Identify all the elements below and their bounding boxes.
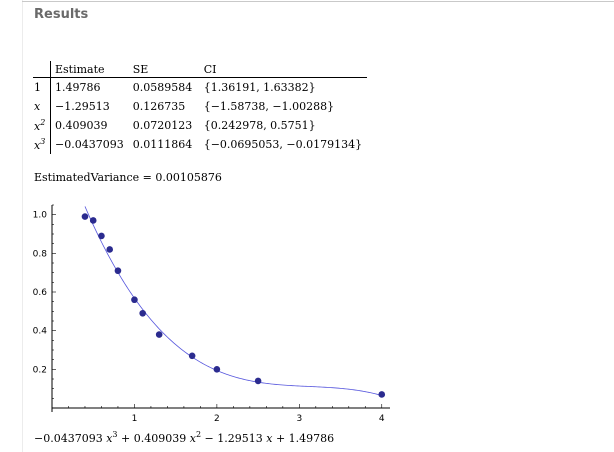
- data-point: [114, 267, 122, 275]
- data-point: [254, 377, 262, 385]
- ci-cell: {1.36191, 1.63382}: [203, 81, 316, 94]
- data-point: [98, 232, 105, 240]
- table-row: x2 0.409039 0.0720123 {0.242978, 0.5751}: [33, 116, 367, 135]
- formula-coef-3: −0.0437093: [34, 432, 103, 445]
- fit-plot: 1 2 3 4 0.2 0.4 0.6 0.8 1.0: [33, 204, 390, 424]
- data-point: [155, 331, 163, 338]
- x-tick-label: 4: [379, 414, 385, 424]
- se-cell: 0.126735: [132, 100, 186, 113]
- results-heading: Results: [34, 7, 89, 22]
- row-label-exponent: 2: [40, 118, 46, 127]
- se-cell: 0.0589584: [132, 81, 193, 94]
- formula-power: 3: [112, 430, 118, 439]
- formula-power: 2: [195, 430, 202, 439]
- formula-var: x: [106, 432, 113, 445]
- y-tick-label: 1.0: [33, 211, 48, 221]
- fitted-formula: −0.0437093 x3 + 0.409039 x2 − 1.29513 x …: [34, 430, 334, 445]
- data-point: [378, 391, 386, 398]
- data-point: [81, 213, 89, 220]
- row-label: x: [33, 97, 51, 116]
- row-label-variable: x: [34, 120, 41, 133]
- row-label-exponent: 3: [40, 137, 46, 146]
- section-divider: [22, 1, 614, 2]
- x-tick-label: 2: [214, 414, 220, 424]
- column-header-se: SE: [128, 61, 200, 78]
- estimate-cell: −1.29513: [55, 100, 110, 113]
- x-tick-label: 1: [132, 414, 138, 424]
- row-label: 1: [33, 77, 51, 97]
- estimate-cell: 1.49786: [55, 81, 101, 94]
- estimate-cell: 0.409039: [55, 119, 108, 132]
- data-point: [89, 217, 97, 224]
- table-row: x3 −0.0437093 0.0111864 {−0.0695053, −0.…: [33, 135, 367, 154]
- formula-var: x: [266, 432, 273, 445]
- column-header-ci: CI: [199, 61, 368, 78]
- formula-coef-0: + 1.49786: [275, 432, 335, 445]
- estimated-variance: EstimatedVariance = 0.00105876: [34, 171, 222, 184]
- header-corner: [33, 61, 51, 78]
- ci-cell: {−0.0695053, −0.0179134}: [203, 138, 363, 151]
- formula-coef-1: − 1.29513: [204, 432, 263, 445]
- data-point: [106, 246, 114, 253]
- y-tick-label: 0.4: [33, 327, 48, 337]
- table-header-row: Estimate SE CI: [33, 61, 368, 78]
- y-tick-label: 0.2: [33, 365, 47, 375]
- data-point: [131, 296, 138, 304]
- se-cell: 0.0720123: [132, 119, 193, 132]
- table-row: 1 1.49786 0.0589584 {1.36191, 1.63382}: [33, 77, 367, 97]
- formula-coef-2: + 0.409039: [121, 432, 187, 445]
- frame-left-rule: [22, 0, 23, 452]
- row-label: x3: [33, 135, 51, 154]
- column-header-estimate: Estimate: [50, 61, 129, 78]
- estimate-cell: −0.0437093: [55, 138, 124, 151]
- ci-cell: {−1.58738, −1.00288}: [203, 100, 335, 113]
- y-tick-label: 0.6: [33, 288, 48, 298]
- row-label: x2: [33, 116, 51, 135]
- parameter-table: Estimate SE CI 1 1.49786 0.0589584 {1.36…: [33, 61, 368, 154]
- data-point: [213, 366, 221, 373]
- se-cell: 0.0111864: [132, 138, 193, 151]
- fit-curve: [84, 206, 382, 396]
- table-row: x −1.29513 0.126735 {−1.58738, −1.00288}: [33, 97, 367, 116]
- formula-var: x: [189, 432, 196, 445]
- ci-cell: {0.242978, 0.5751}: [203, 119, 316, 132]
- data-point: [139, 309, 146, 317]
- row-label-variable: x: [34, 100, 41, 113]
- data-point: [188, 352, 196, 360]
- x-tick-label: 3: [296, 414, 302, 424]
- y-tick-label: 0.8: [33, 249, 48, 259]
- row-label-variable: x: [34, 139, 41, 152]
